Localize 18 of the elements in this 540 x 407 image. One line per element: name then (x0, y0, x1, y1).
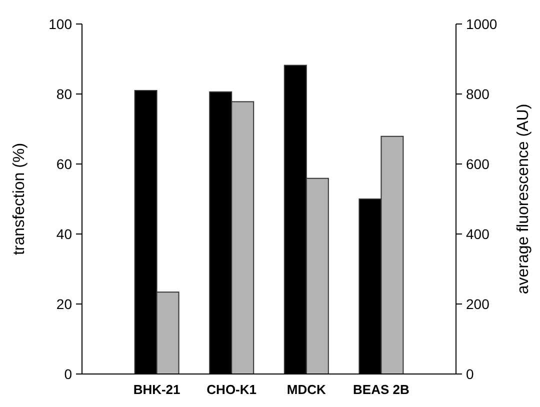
y2-tick-label: 600 (466, 156, 490, 172)
y2-axis-title: average fluorescence (AU) (515, 104, 532, 294)
y-tick-label: 20 (56, 296, 72, 312)
x-tick-label: BEAS 2B (353, 382, 410, 397)
y2-tick-label: 200 (466, 296, 490, 312)
y-tick-label: 60 (56, 156, 72, 172)
y2-tick-label: 400 (466, 226, 490, 242)
y-tick-label: 100 (48, 16, 72, 32)
y-tick-label: 40 (56, 226, 72, 242)
y2-tick-label: 0 (466, 366, 474, 382)
x-tick-label: BHK-21 (133, 382, 180, 397)
x-tick-label: MDCK (286, 382, 327, 397)
y-axis-title: transfection (%) (11, 142, 28, 256)
y-tick-label: 80 (56, 86, 72, 102)
y-tick-label: 0 (64, 366, 72, 382)
x-tick-label: CHO-K1 (206, 382, 257, 397)
y2-tick-label: 800 (466, 86, 490, 102)
y2-tick-label: 1000 (466, 16, 498, 32)
